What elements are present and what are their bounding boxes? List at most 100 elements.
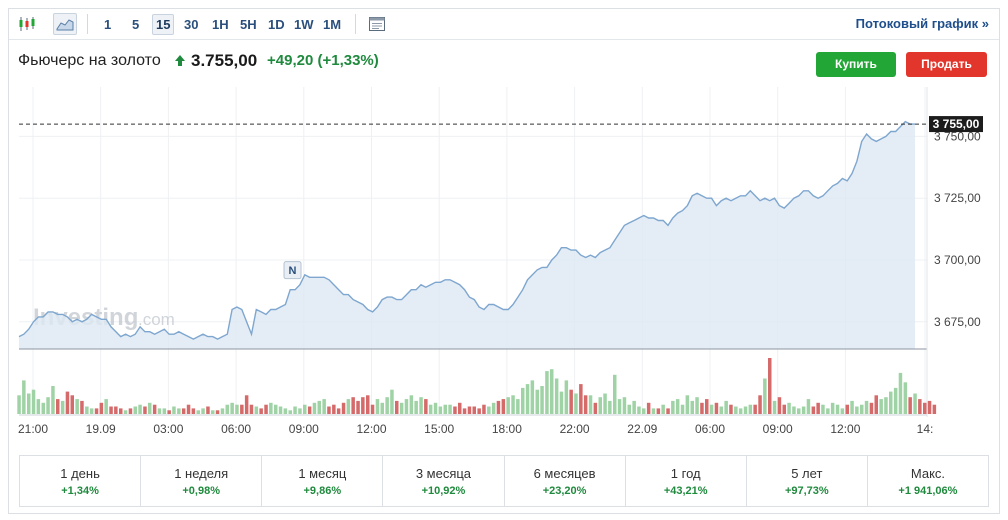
period-1-month[interactable]: 1 месяц +9,86% (262, 456, 384, 506)
sell-button[interactable]: Продать (906, 52, 987, 77)
period-1-week[interactable]: 1 неделя +0,98% (141, 456, 263, 506)
volume-bar (675, 399, 680, 414)
volume-bar (206, 406, 210, 414)
candlestick-icon[interactable] (15, 13, 39, 35)
period-6-months[interactable]: 6 месяцев +23,20% (505, 456, 626, 506)
volume-bar (298, 408, 302, 414)
volume-bar (680, 404, 685, 414)
period-max[interactable]: Макс. +1 941,06% (868, 456, 988, 506)
volume-bar (559, 391, 564, 414)
period-label: 1 неделя (174, 466, 229, 481)
timeframe-1m[interactable]: 1M (323, 17, 342, 32)
volume-bar (60, 400, 65, 414)
volume-bar (705, 399, 709, 414)
volume-bar (162, 408, 167, 414)
volume-bar (70, 395, 74, 414)
volume-bar (128, 408, 133, 414)
volume-bar (574, 393, 578, 414)
x-tick-label: 21:00 (18, 422, 48, 436)
chart-toolbar: 1 5 15 30 1H 5H 1D 1W 1M Потоковый графи… (9, 9, 999, 40)
timeframe-5[interactable]: 5 (132, 17, 140, 32)
period-label: 1 день (60, 466, 100, 481)
volume-bar (482, 404, 486, 414)
volume-bar (119, 408, 123, 414)
x-tick-label: 22:00 (560, 422, 590, 436)
period-5-years[interactable]: 5 лет +97,73% (747, 456, 868, 506)
volume-bar (932, 404, 937, 414)
volume-bar (671, 400, 675, 414)
timeframe-30[interactable]: 30 (184, 17, 199, 32)
volume-bar (283, 408, 288, 414)
volume-bar (845, 404, 849, 414)
volume-bar (884, 397, 888, 414)
timeframe-5h[interactable]: 5H (240, 17, 257, 32)
volume-bar (307, 406, 312, 414)
volume-bar (709, 404, 714, 414)
volume-bar (738, 408, 743, 414)
chart-widget: 1 5 15 30 1H 5H 1D 1W 1M Потоковый графи… (8, 8, 1000, 514)
volume-bar (167, 410, 171, 414)
volume-bar (637, 406, 641, 414)
volume-bar (424, 399, 428, 414)
timeframe-1h[interactable]: 1H (212, 17, 229, 32)
volume-bar (56, 399, 60, 414)
volume-bar (666, 408, 670, 414)
volume-bar (438, 406, 443, 414)
volume-bar (264, 404, 268, 414)
period-3-months[interactable]: 3 месяца +10,92% (383, 456, 505, 506)
volume-bar (201, 408, 205, 414)
volume-bar (109, 406, 113, 414)
volume-bar (36, 399, 41, 414)
volume-bar (816, 402, 820, 414)
toolbar-divider (355, 14, 356, 34)
price-chart[interactable]: Investing .com 3 675,003 700,003 725,003… (9, 87, 999, 453)
volume-bar (356, 400, 360, 414)
volume-bar (419, 397, 423, 414)
volume-bar (433, 402, 438, 414)
volume-bar (506, 397, 510, 414)
last-price-tag (929, 116, 983, 133)
price-change-abs: +49,20 (267, 52, 314, 69)
y-tick-label: 3 675,00 (934, 315, 981, 329)
y-axis: 3 675,00 3 700,00 3 725,00 3 750,00 (934, 129, 981, 328)
volume-bar (879, 399, 883, 414)
timeframe-1[interactable]: 1 (104, 17, 112, 32)
buy-button[interactable]: Купить (816, 52, 896, 77)
timeframe-15[interactable]: 15 (152, 14, 175, 35)
volume-bar (462, 408, 467, 414)
x-tick-label: 15:00 (424, 422, 454, 436)
timeframe-1d[interactable]: 1D (268, 17, 285, 32)
volume-bar (51, 386, 55, 414)
volume-bar (254, 406, 259, 414)
volume-bar (225, 404, 229, 414)
period-1-day[interactable]: 1 день +1,34% (20, 456, 142, 506)
volume-bar (603, 393, 607, 414)
volume-bar (249, 404, 254, 414)
area-chart-icon[interactable] (53, 13, 77, 35)
volume-bar (186, 404, 191, 414)
volume-bar (622, 397, 627, 414)
volume-bar (303, 404, 307, 414)
volume-bar (491, 402, 496, 414)
timeframe-1w[interactable]: 1W (294, 17, 314, 32)
volume-bar (743, 406, 748, 414)
event-marker[interactable]: N (283, 261, 302, 280)
volume-bar (579, 384, 583, 414)
volume-bar (903, 382, 908, 414)
news-marker-icon[interactable] (283, 261, 302, 280)
streaming-chart-link[interactable]: Потоковый график » (855, 16, 989, 31)
volume-bar (293, 406, 297, 414)
volume-bar (487, 406, 491, 414)
volume-bar (448, 404, 452, 414)
volume-bar (787, 402, 791, 414)
period-change: +10,92% (421, 485, 466, 497)
volume-bar (598, 397, 602, 414)
volume-bar (656, 408, 661, 414)
volume-bar (613, 374, 617, 414)
period-1-year[interactable]: 1 год +43,21% (626, 456, 747, 506)
volume-bar (143, 406, 147, 414)
instrument-name: Фьючерс на золото (18, 52, 161, 69)
period-label: 3 месяца (415, 466, 472, 481)
volume-bar (535, 389, 539, 414)
calendar-icon[interactable] (365, 13, 389, 35)
